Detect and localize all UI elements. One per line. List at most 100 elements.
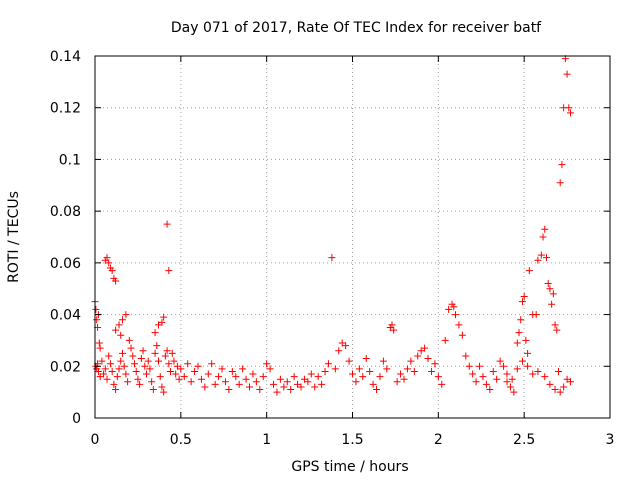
data-point <box>191 367 199 375</box>
data-point <box>112 386 120 394</box>
data-point <box>355 365 363 373</box>
data-point <box>318 380 326 388</box>
data-point <box>239 365 247 373</box>
data-point <box>158 383 166 391</box>
data-point <box>276 375 284 383</box>
grid-lines <box>95 56 610 418</box>
data-point <box>324 360 332 368</box>
data-point <box>225 386 233 394</box>
data-point <box>427 367 435 375</box>
data-point <box>563 70 571 78</box>
data-point <box>105 259 113 267</box>
data-point <box>118 316 126 324</box>
data-point <box>342 342 350 350</box>
data-point <box>161 352 169 360</box>
data-point <box>518 357 526 365</box>
y-tick-label: 0 <box>72 411 81 427</box>
y-tick-label: 0.14 <box>50 49 81 65</box>
data-point <box>517 316 525 324</box>
chart-title: Day 071 of 2017, Rate Of TEC Index for r… <box>171 20 542 36</box>
data-point <box>143 370 150 378</box>
data-point <box>177 365 185 373</box>
data-point <box>376 373 384 381</box>
data-point <box>184 360 192 368</box>
data-point <box>108 367 116 375</box>
data-point <box>201 383 209 391</box>
data-point <box>359 373 367 381</box>
data-point <box>127 344 135 352</box>
data-point <box>103 375 111 383</box>
data-point <box>93 316 101 324</box>
data-point <box>263 360 271 368</box>
data-point <box>168 349 176 357</box>
data-point <box>567 109 575 117</box>
data-point <box>228 367 236 375</box>
data-point <box>311 383 319 391</box>
data-point <box>438 380 446 388</box>
data-point <box>96 344 104 352</box>
data-point <box>235 380 243 388</box>
data-point <box>551 321 559 329</box>
data-point <box>117 331 125 339</box>
data-point <box>95 339 103 347</box>
data-point <box>139 347 147 355</box>
data-point <box>112 326 120 334</box>
data-point <box>101 365 109 373</box>
data-point <box>393 378 401 386</box>
data-point <box>115 321 123 329</box>
data-point <box>110 380 118 388</box>
data-point <box>541 373 549 381</box>
data-point <box>270 380 278 388</box>
y-tick-label: 0.12 <box>50 101 81 117</box>
data-point <box>482 380 490 388</box>
data-point <box>424 355 432 363</box>
data-point <box>450 303 458 311</box>
y-tick-label: 0.1 <box>59 152 81 168</box>
y-tick-label: 0.06 <box>50 256 81 272</box>
data-point <box>513 339 521 347</box>
data-point <box>479 373 487 381</box>
data-point <box>232 373 240 381</box>
data-point <box>541 225 549 233</box>
x-tick-label: 3 <box>606 432 615 448</box>
data-point <box>106 360 114 368</box>
x-tick-labels: 0 0.5 1 1.5 2 2.5 3 <box>91 432 615 448</box>
data-point <box>218 365 226 373</box>
data-point <box>335 347 343 355</box>
data-point <box>297 383 305 391</box>
data-point <box>141 362 149 370</box>
data-point <box>117 357 125 365</box>
data-point <box>125 336 133 344</box>
data-point <box>100 370 108 378</box>
data-point <box>259 373 267 381</box>
data-point <box>144 357 152 365</box>
data-point <box>208 360 216 368</box>
data-point <box>148 378 156 386</box>
data-point <box>445 305 453 313</box>
data-point <box>211 380 219 388</box>
data-point <box>321 367 329 375</box>
data-point <box>197 375 205 383</box>
data-point <box>458 331 466 339</box>
data-point <box>465 362 473 370</box>
data-point <box>493 375 501 383</box>
data-point <box>542 254 550 262</box>
data-point <box>441 336 449 344</box>
data-point <box>503 378 511 386</box>
data-point <box>122 370 130 378</box>
data-point <box>132 367 140 375</box>
data-point <box>92 305 100 313</box>
data-point <box>558 161 566 169</box>
data-point <box>532 311 540 319</box>
data-point <box>556 179 564 187</box>
data-point <box>252 378 260 386</box>
y-tick-labels: 0 0.02 0.04 0.06 0.08 0.1 0.12 0.14 <box>50 49 81 427</box>
data-point <box>556 388 564 396</box>
data-point <box>160 313 168 321</box>
data-point <box>242 375 250 383</box>
data-point <box>529 370 537 378</box>
data-point <box>534 367 542 375</box>
data-point <box>383 365 391 373</box>
data-point <box>565 104 573 112</box>
data-point <box>160 388 168 396</box>
